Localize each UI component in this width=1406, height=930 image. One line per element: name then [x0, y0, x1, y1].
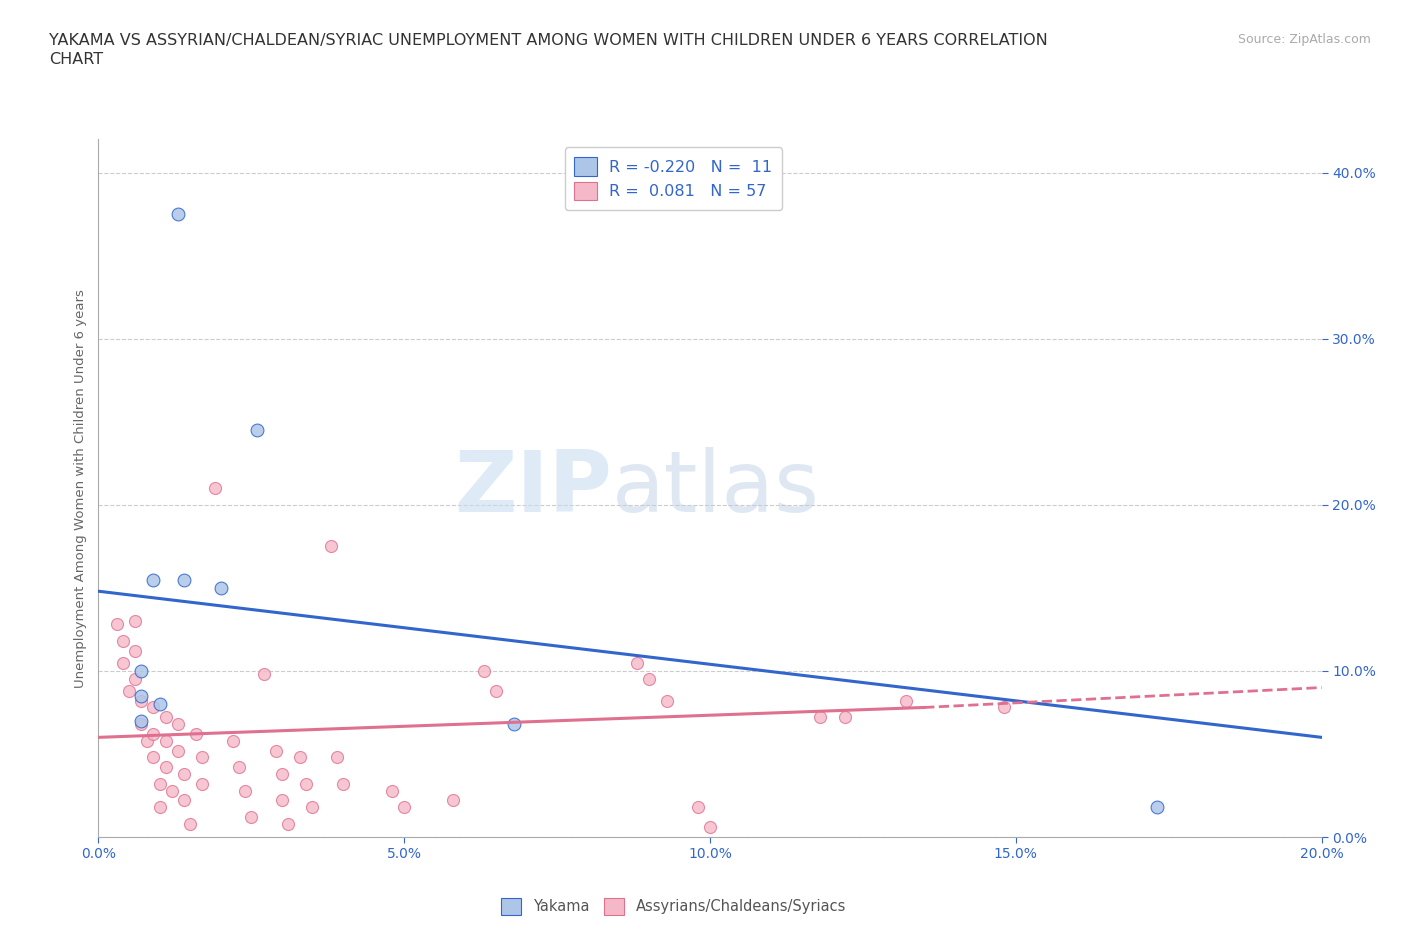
- Legend: Yakama, Assyrians/Chaldeans/Syriacs: Yakama, Assyrians/Chaldeans/Syriacs: [495, 892, 852, 921]
- Point: [472, 663, 495, 678]
- Point: [894, 694, 917, 709]
- Point: [142, 726, 165, 741]
- Point: [142, 750, 165, 764]
- Point: [173, 572, 195, 587]
- Point: [136, 733, 159, 748]
- Point: [319, 539, 342, 554]
- Point: [392, 800, 416, 815]
- Point: [441, 793, 464, 808]
- Point: [295, 777, 318, 791]
- Point: [240, 810, 263, 825]
- Point: [326, 750, 349, 764]
- Point: [246, 422, 269, 438]
- Point: [290, 750, 312, 764]
- Point: [105, 617, 128, 631]
- Point: [808, 710, 831, 724]
- Point: [637, 671, 661, 686]
- Point: [167, 743, 190, 758]
- Point: [111, 633, 134, 648]
- Point: [160, 783, 183, 798]
- Point: [228, 760, 250, 775]
- Point: [129, 688, 152, 703]
- Point: [118, 684, 141, 698]
- Point: [173, 766, 195, 781]
- Text: ZIP: ZIP: [454, 446, 612, 530]
- Point: [993, 700, 1015, 715]
- Point: [686, 800, 709, 815]
- Point: [222, 733, 245, 748]
- Point: [155, 710, 177, 724]
- Point: [264, 743, 287, 758]
- Point: [191, 750, 214, 764]
- Point: [149, 777, 172, 791]
- Point: [301, 800, 323, 815]
- Point: [167, 717, 190, 732]
- Point: [233, 783, 256, 798]
- Point: [124, 671, 146, 686]
- Text: Source: ZipAtlas.com: Source: ZipAtlas.com: [1237, 33, 1371, 46]
- Point: [155, 760, 177, 775]
- Point: [277, 817, 299, 831]
- Point: [626, 656, 648, 671]
- Point: [124, 614, 146, 629]
- Point: [270, 793, 292, 808]
- Point: [381, 783, 404, 798]
- Point: [699, 819, 721, 834]
- Point: [173, 793, 195, 808]
- Point: [191, 777, 214, 791]
- Point: [252, 667, 274, 682]
- Point: [204, 481, 226, 496]
- Point: [142, 700, 165, 715]
- Point: [155, 733, 177, 748]
- Point: [142, 572, 165, 587]
- Y-axis label: Unemployment Among Women with Children Under 6 years: Unemployment Among Women with Children U…: [75, 289, 87, 687]
- Text: YAKAMA VS ASSYRIAN/CHALDEAN/SYRIAC UNEMPLOYMENT AMONG WOMEN WITH CHILDREN UNDER : YAKAMA VS ASSYRIAN/CHALDEAN/SYRIAC UNEMP…: [49, 33, 1047, 67]
- Point: [270, 766, 292, 781]
- Point: [503, 717, 526, 732]
- Point: [332, 777, 354, 791]
- Point: [149, 697, 172, 711]
- Point: [124, 644, 146, 658]
- Point: [209, 580, 232, 595]
- Point: [111, 656, 134, 671]
- Point: [149, 800, 172, 815]
- Point: [129, 694, 152, 709]
- Point: [129, 663, 152, 678]
- Text: atlas: atlas: [612, 446, 820, 530]
- Point: [834, 710, 856, 724]
- Point: [485, 684, 508, 698]
- Point: [186, 726, 208, 741]
- Point: [129, 713, 152, 728]
- Point: [129, 717, 152, 732]
- Point: [179, 817, 201, 831]
- Point: [657, 694, 679, 709]
- Point: [1146, 800, 1168, 815]
- Point: [167, 206, 190, 221]
